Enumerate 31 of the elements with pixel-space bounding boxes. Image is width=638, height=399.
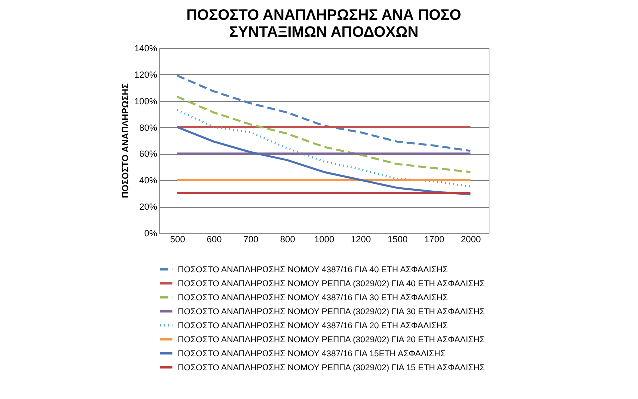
legend-label: ΠΟΣΟΣΤΟ ΑΝΑΠΛΗΡΩΣΗΣ ΝΟΜΟΥ 4387/16 ΓΙΑ 20 ΕΤΗ ΑΣΦΑΛΙΣΗΣ: [178, 320, 448, 330]
x-tick-label: 1000: [314, 234, 335, 244]
y-tick-label: 20%: [139, 202, 158, 212]
y-tick-label: 80%: [139, 122, 158, 133]
line-series: [176, 74, 472, 152]
x-tick-label: 600: [206, 234, 222, 244]
x-tick-label: 800: [280, 234, 296, 244]
x-tick-label: 1700: [424, 234, 445, 244]
y-tick-label: 120%: [134, 70, 158, 80]
line-series: [176, 109, 472, 188]
x-tick-label: 1500: [388, 234, 408, 244]
x-tick-label: 1200: [351, 234, 372, 244]
chart-title: ΠΟΣΟΣΤΟ ΑΝΑΠΛΗΡΩΣΗΣ ΑΝΑ ΠΟΣΟ ΣΥΝΤΑΞΙΜΩΝ ΑΠΟΔΟΧΩΝ: [186, 7, 462, 41]
y-axis-title: ΠΟΣΟΣΤΟ ΑΝΑΠΛΗΡΩΣΗΣ: [120, 82, 130, 198]
legend-label: ΠΟΣΟΣΤΟ ΑΝΑΠΛΗΡΩΣΗΣ ΝΟΜΟΥ ΡΕΠΠΑ (3029/02) ΓΙΑ 20 ΕΤΗ ΑΣΦΑΛΙΣΗΣ: [178, 334, 485, 344]
x-tick-label: 500: [170, 234, 186, 244]
x-tick-label: 700: [244, 234, 259, 244]
legend-label: ΠΟΣΟΣΤΟ ΑΝΑΠΛΗΡΩΣΗΣ ΝΟΜΟΥ ΡΕΠΠΑ (3029/02) ΓΙΑ 30 ΕΤΗ ΑΣΦΑΛΙΣΗΣ: [178, 306, 485, 316]
legend-label: ΠΟΣΟΣΤΟ ΑΝΑΠΛΗΡΩΣΗΣ ΝΟΜΟΥ 4387/16 ΓΙΑ 30 ΕΤΗ ΑΣΦΑΛΙΣΗΣ: [178, 292, 448, 302]
y-tick-label: 100%: [134, 96, 158, 106]
x-tick-label: 2000: [461, 234, 482, 244]
line-series: [176, 126, 472, 196]
legend-label: ΠΟΣΟΣΤΟ ΑΝΑΠΛΗΡΩΣΗΣ ΝΟΜΟΥ ΡΕΠΠΑ (3029/02) ΓΙΑ 15 ΕΤΗ ΑΣΦΑΛΙΣΗΣ: [178, 362, 485, 372]
y-tick-label: 0%: [144, 228, 158, 238]
y-tick-label: 40%: [139, 176, 158, 186]
legend-label: ΠΟΣΟΣΤΟ ΑΝΑΠΛΗΡΩΣΗΣ ΝΟΜΟΥ 4387/16 ΓΙΑ 15ΕΤΗ ΑΣΦΑΛΙΣΗΣ: [178, 348, 446, 358]
legend-label: ΠΟΣΟΣΤΟ ΑΝΑΠΛΗΡΩΣΗΣ ΝΟΜΟΥ 4387/16 ΓΙΑ 40 ΕΤΗ ΑΣΦΑΛΙΣΗΣ: [178, 264, 448, 274]
y-tick-label: 140%: [134, 44, 158, 54]
y-tick-label: 60%: [139, 149, 158, 160]
legend-label: ΠΟΣΟΣΤΟ ΑΝΑΠΛΗΡΩΣΗΣ ΝΟΜΟΥ ΡΕΠΠΑ (3029/02) ΓΙΑ 40 ΕΤΗ ΑΣΦΑΛΙΣΗΣ: [178, 278, 485, 288]
line-series: [176, 96, 472, 174]
